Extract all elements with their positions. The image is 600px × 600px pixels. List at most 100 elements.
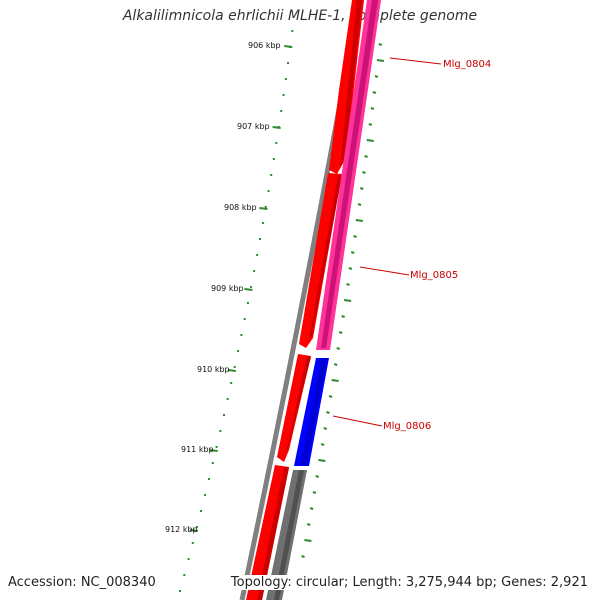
ruler-dot (284, 78, 287, 80)
gene-label-leader (332, 415, 383, 427)
ruler-dot (270, 174, 273, 176)
forward-strand-track (246, 0, 364, 600)
ruler-dot (195, 526, 198, 528)
ruler-label: 907 kbp (237, 122, 270, 131)
ruler-dot (237, 350, 240, 352)
ruler-major-tick (209, 449, 218, 452)
ruler-dot (272, 158, 275, 160)
ruler-dot (243, 318, 246, 320)
ruler-dot (203, 494, 206, 496)
ruler-label: 910 kbp (197, 365, 230, 374)
ruler-dot (191, 542, 194, 544)
ruler-dot (211, 462, 214, 464)
ruler-major-tick (272, 126, 281, 129)
outer-tick (312, 491, 317, 494)
outer-tick (301, 555, 305, 558)
outer-tick (348, 267, 353, 270)
outer-tick (346, 283, 350, 286)
outer-tick (374, 75, 379, 78)
outer-tick-marks (301, 43, 385, 558)
outer-tick (320, 443, 325, 446)
ruler-dot (275, 142, 278, 144)
outer-tick (304, 539, 312, 542)
ruler-dot (280, 110, 283, 112)
ruler-dot (282, 94, 285, 96)
outer-tick (370, 107, 375, 110)
outer-tick (359, 187, 364, 190)
ruler-dot (264, 206, 267, 208)
outer-tick (368, 123, 373, 126)
ruler-dot (291, 30, 294, 32)
ruler-dot (256, 254, 259, 256)
ruler-dot (207, 478, 210, 480)
genome-summary: Topology: circular; Length: 3,275,944 bp… (226, 575, 592, 590)
ruler-major-tick (259, 207, 268, 210)
outer-tick (328, 395, 333, 398)
outer-tick (323, 427, 328, 430)
gene-arrow (321, 0, 378, 348)
ruler-dots (178, 30, 294, 592)
ruler-dot (253, 270, 256, 272)
gene-arrow (309, 175, 342, 340)
ruler-dot (215, 446, 218, 448)
ruler-dot (223, 414, 226, 416)
outer-tick (355, 219, 363, 222)
accession-label: Accession: NC_008340 (8, 575, 156, 590)
gene-arrow (286, 356, 311, 452)
outer-tick (306, 523, 311, 526)
gene-arrow (340, 0, 362, 168)
ruler-dot (199, 510, 202, 512)
gene-label-mlg-0805[interactable]: Mlg_0805 (410, 270, 458, 281)
outer-tick (378, 43, 383, 46)
ruler-dot (240, 334, 243, 336)
ruler-dot (267, 190, 270, 192)
ruler-major-ticks (189, 45, 293, 532)
outer-tick (309, 507, 314, 510)
outer-tick (333, 363, 338, 366)
ruler-major-tick (227, 369, 236, 372)
outer-tick (366, 139, 374, 142)
ruler-dot (250, 286, 253, 288)
map-title: Alkalilimnicola ehrlichii MLHE-1, comple… (122, 8, 478, 24)
outer-tick (362, 171, 366, 174)
ruler-label: 912 kbp (165, 525, 198, 534)
outer-tick (326, 411, 330, 414)
ruler-dot (219, 430, 222, 432)
ruler-major-tick (244, 288, 253, 291)
ruler-dot (230, 382, 233, 384)
gene-label-leader (389, 57, 442, 65)
reverse-strand-track (266, 0, 381, 600)
outer-tick (331, 379, 339, 382)
outer-tick (353, 235, 357, 238)
ruler-major-tick (189, 529, 199, 532)
gene-label-leader (359, 266, 410, 276)
ruler-dot (259, 238, 262, 240)
ruler-dot (183, 574, 186, 576)
ruler-major-tick (284, 45, 293, 48)
outer-tick (357, 203, 362, 206)
ruler-dot (246, 302, 249, 304)
ruler-dot (261, 222, 264, 224)
gene-label-mlg-0804[interactable]: Mlg_0804 (443, 59, 491, 70)
ruler-label: 911 kbp (181, 445, 214, 454)
ruler-dot (233, 366, 236, 368)
ruler-label: 909 kbp (211, 284, 244, 293)
outer-tick (315, 475, 319, 478)
ruler-label: 906 kbp (248, 41, 281, 50)
outer-tick (341, 315, 345, 318)
outer-tick (336, 347, 341, 350)
ruler-dot (226, 398, 229, 400)
outer-tick (372, 91, 377, 94)
ruler-dot (287, 62, 290, 64)
gene-arrow (274, 470, 304, 600)
ruler-dot (178, 590, 181, 592)
outer-tick (364, 155, 368, 158)
outer-tick (350, 251, 355, 254)
gene-label-mlg-0806[interactable]: Mlg_0806 (383, 421, 431, 432)
ruler-dot (187, 558, 190, 560)
gene-arrow (301, 358, 327, 465)
outer-tick (376, 59, 385, 62)
outer-tick (343, 299, 352, 302)
